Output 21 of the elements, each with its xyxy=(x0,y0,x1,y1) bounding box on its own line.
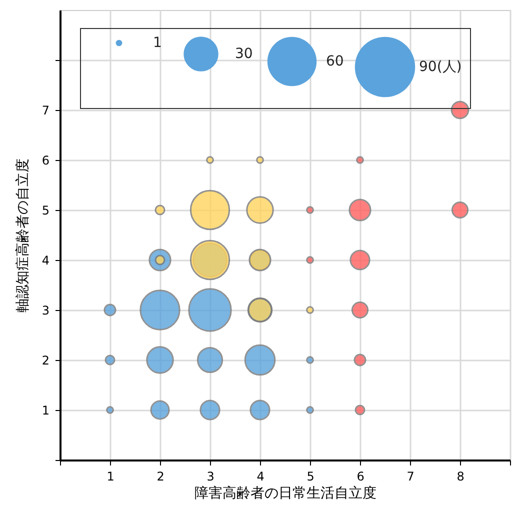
y-tick-label: 7 xyxy=(42,104,50,118)
x-tick-label: 4 xyxy=(256,470,264,484)
legend-label: 1 xyxy=(153,35,162,51)
legend-label: 90(人) xyxy=(419,59,462,75)
y-tick-label: 3 xyxy=(42,304,50,318)
y-tick-label: 6 xyxy=(42,154,50,168)
y-tick-label: 4 xyxy=(42,254,50,268)
legend-label: 60 xyxy=(326,54,344,70)
y-axis-title: 軸認知症高齢者の自立度 xyxy=(14,158,31,312)
x-tick-label: 8 xyxy=(456,470,464,484)
x-tick-label: 5 xyxy=(306,470,314,484)
x-tick-label: 2 xyxy=(156,470,164,484)
x-axis-title: 障害高齢者の日常生活自立度 xyxy=(194,486,376,502)
legend-label: 30 xyxy=(235,46,253,62)
x-tick-label: 6 xyxy=(356,470,364,484)
y-tick-label: 1 xyxy=(42,404,50,418)
x-tick-label: 1 xyxy=(106,470,114,484)
y-tick-label: 2 xyxy=(42,354,50,368)
x-tick-label: 3 xyxy=(206,470,214,484)
y-tick-label: 5 xyxy=(42,204,50,218)
x-tick-label: 7 xyxy=(406,470,414,484)
